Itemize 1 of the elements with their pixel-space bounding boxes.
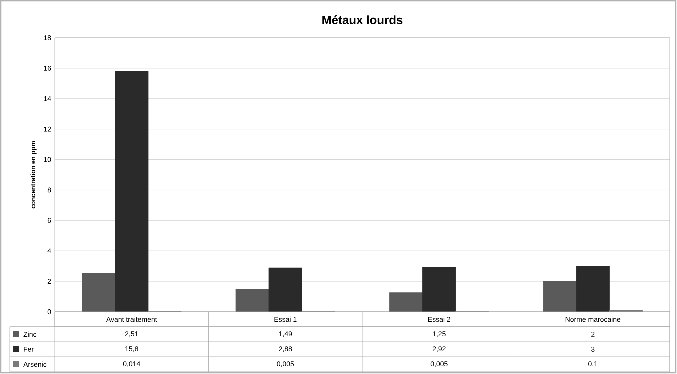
chart-title: Métaux lourds xyxy=(322,16,403,24)
